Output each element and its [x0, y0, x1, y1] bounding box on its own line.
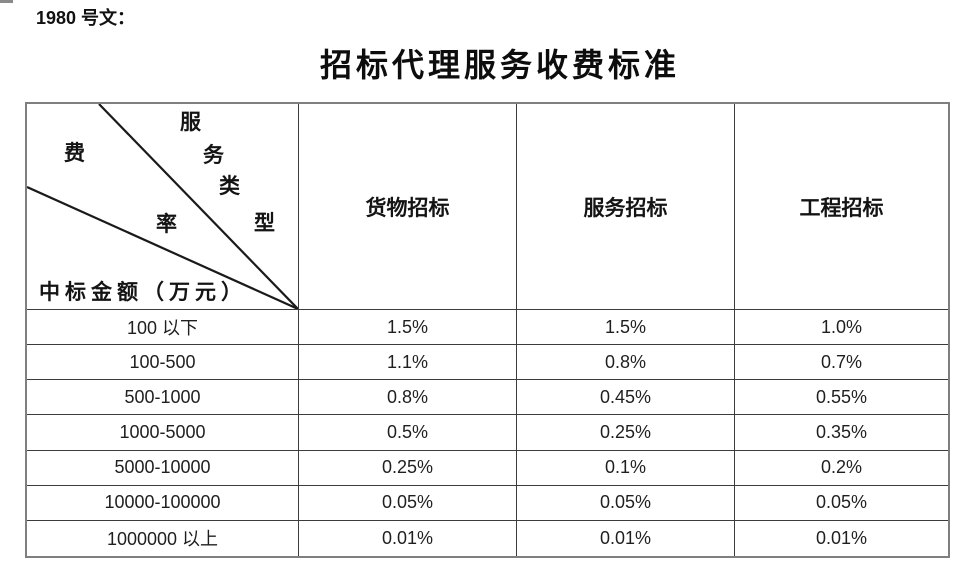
- rate-cell: 0.01%: [299, 520, 517, 556]
- rate-cell: 0.5%: [299, 415, 517, 451]
- rate-cell: 0.25%: [299, 450, 517, 486]
- rate-cell: 1.5%: [299, 310, 517, 346]
- corner-char-fee: 费: [64, 141, 85, 165]
- rate-cell: 1.5%: [517, 310, 735, 346]
- col-header-engineering: 工程招标: [735, 104, 948, 310]
- corner-char-rate: 率: [156, 212, 177, 236]
- page-edge-artifact: [0, 0, 13, 3]
- amount-cell: 500-1000: [27, 380, 299, 416]
- corner-header-cell: 服 务 类 型 费 率 中标金额（万元）: [27, 104, 299, 310]
- rate-cell: 0.01%: [517, 520, 735, 556]
- rate-cell: 0.8%: [517, 345, 735, 381]
- amount-cell: 5000-10000: [27, 450, 299, 486]
- corner-char-service-4: 型: [254, 211, 275, 235]
- corner-char-service-2: 务: [203, 143, 224, 167]
- amount-cell: 1000-5000: [27, 415, 299, 451]
- col-header-goods: 货物招标: [299, 104, 517, 310]
- amount-cell: 1000000 以上: [27, 520, 299, 556]
- rate-cell: 0.55%: [735, 380, 948, 416]
- rate-cell: 0.25%: [517, 415, 735, 451]
- amount-cell: 100-500: [27, 345, 299, 381]
- fee-table: 服 务 类 型 费 率 中标金额（万元） 货物招标 服务招标 工程招标 100 …: [25, 102, 950, 558]
- amount-cell: 100 以下: [27, 310, 299, 346]
- diagonal-divider-lines: [27, 104, 298, 309]
- rate-cell: 1.0%: [735, 310, 948, 346]
- corner-char-service-1: 服: [180, 110, 201, 134]
- rate-cell: 1.1%: [299, 345, 517, 381]
- page-title: 招标代理服务收费标准: [319, 47, 680, 83]
- rate-cell: 0.8%: [299, 380, 517, 416]
- doc-number-label: 1980 号文：: [36, 8, 136, 28]
- col-header-service: 服务招标: [517, 104, 735, 310]
- rate-cell: 0.1%: [517, 450, 735, 486]
- rate-cell: 0.05%: [299, 485, 517, 521]
- rate-cell: 0.05%: [517, 485, 735, 521]
- rate-cell: 0.2%: [735, 451, 948, 486]
- rate-cell: 0.45%: [517, 380, 735, 416]
- rate-cell: 0.35%: [735, 415, 948, 451]
- rate-cell: 0.05%: [735, 486, 948, 521]
- corner-char-service-3: 类: [219, 174, 240, 198]
- rate-cell: 0.01%: [815, 527, 868, 548]
- rate-cell: 0.7%: [735, 345, 948, 381]
- row-axis-label: 中标金额（万元）: [39, 280, 247, 304]
- amount-cell: 10000-100000: [27, 485, 299, 521]
